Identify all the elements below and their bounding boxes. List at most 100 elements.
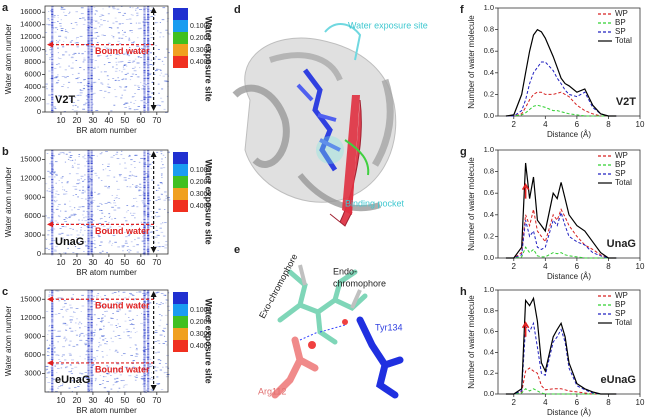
heatmap-cell: [47, 382, 51, 383]
x-tick-label: 2: [512, 398, 517, 407]
heatmap-cell: [123, 89, 127, 91]
heatmap-cell: [90, 175, 93, 177]
heatmap-cell: [95, 10, 97, 12]
heatmap-cell: [49, 388, 52, 390]
heatmap-cell: [147, 25, 150, 27]
heatmap-cell: [97, 234, 100, 236]
heatmap-cell: [154, 370, 157, 372]
heatmap-cell: [49, 173, 52, 174]
heatmap-cell: [143, 344, 146, 346]
heatmap-cell: [101, 152, 103, 154]
heatmap-cell: [129, 53, 133, 55]
heatmap-cell: [90, 151, 93, 153]
heatmap-cell: [65, 309, 67, 311]
heatmap-cell: [51, 382, 54, 384]
heatmap-cell: [144, 173, 148, 174]
heatmap-cell: [97, 78, 100, 80]
heatmap-cell: [143, 315, 146, 317]
heatmap-cell: [109, 317, 113, 319]
heatmap-cell: [90, 84, 93, 86]
heatmap-cell: [78, 206, 82, 208]
heatmap-cell: [136, 367, 139, 369]
heatmap-cell: [48, 188, 50, 189]
heatmap-cell: [89, 157, 93, 159]
heatmap-cell: [49, 10, 52, 12]
heatmap-cell: [126, 331, 130, 333]
heatmap-cell: [104, 298, 108, 299]
heatmap-cell: [82, 90, 84, 91]
heatmap-cell: [76, 237, 78, 238]
heatmap-cell: [155, 56, 158, 58]
heatmap-cell: [90, 250, 93, 252]
heatmap-cell: [147, 346, 150, 348]
heatmap-cell: [51, 238, 54, 240]
series-line: [505, 91, 617, 117]
heatmap-cell: [57, 63, 60, 65]
heatmap-cell: [145, 51, 148, 53]
heatmap-cell: [57, 297, 61, 299]
heatmap-cell: [163, 80, 167, 82]
annotation-arrow: [521, 183, 530, 199]
heatmap-cell: [147, 84, 150, 86]
heatmap-cell: [135, 291, 138, 293]
heatmap-cell: [130, 164, 133, 166]
heatmap-cell: [63, 11, 65, 13]
heatmap-cell: [87, 162, 90, 164]
heatmap-cell: [53, 172, 55, 174]
heatmap-cell: [100, 371, 104, 373]
heatmap-cell: [87, 309, 90, 311]
heatmap-cell: [51, 368, 54, 370]
heatmap-cell: [46, 339, 48, 341]
heatmap-cell: [143, 241, 146, 243]
heatmap-cell: [90, 318, 93, 320]
heatmap-cell: [140, 378, 144, 379]
heatmap-cell: [147, 20, 150, 22]
heatmap-cell: [147, 199, 150, 201]
heatmap-cell: [47, 170, 50, 172]
heatmap-cell: [143, 94, 146, 96]
heatmap-cell: [83, 69, 85, 71]
heatmap-cell: [129, 171, 132, 173]
heatmap-cell: [125, 65, 128, 67]
heatmap-cell: [48, 325, 50, 327]
heatmap-cell: [51, 156, 54, 158]
heatmap-cell: [100, 180, 103, 182]
heatmap-cell: [90, 186, 93, 188]
heatmap-cell: [90, 296, 93, 298]
heatmap-cell: [57, 221, 59, 223]
heatmap-cell: [106, 86, 110, 88]
heatmap-cell: [51, 226, 54, 228]
heatmap-cell: [55, 246, 58, 248]
heatmap-cell: [87, 290, 90, 292]
heatmap-cell: [164, 314, 168, 316]
heatmap-cell: [128, 235, 130, 237]
heatmap-cell: [134, 167, 136, 169]
heatmap-cell: [51, 290, 54, 292]
heatmap-cell: [51, 105, 54, 107]
heatmap-cell: [51, 241, 54, 243]
heatmap-cell: [143, 384, 146, 386]
heatmap-cell: [87, 161, 90, 163]
heatmap-cell: [51, 36, 54, 38]
heatmap-cell: [62, 46, 65, 48]
heatmap-cell: [147, 381, 150, 383]
heatmap-cell: [51, 82, 54, 84]
heatmap-cell: [87, 186, 90, 187]
heatmap-cell: [48, 330, 51, 332]
heatmap-cell: [81, 373, 84, 375]
heatmap-cell: [130, 14, 133, 15]
x-tick-label: 50: [120, 396, 129, 405]
heatmap-cell: [143, 158, 146, 160]
heatmap-cell: [49, 78, 52, 79]
heatmap-cell: [71, 391, 73, 392]
heatmap-cell: [115, 197, 118, 199]
heatmap-cell: [99, 218, 101, 220]
heatmap-cell: [135, 353, 138, 355]
heatmap-cell: [143, 209, 146, 211]
heatmap-cell: [102, 164, 104, 165]
heatmap-cell: [84, 325, 87, 327]
heatmap-cell: [87, 326, 90, 328]
heatmap-cell: [51, 365, 54, 367]
heatmap-cell: [144, 222, 148, 224]
heatmap-cell: [51, 151, 54, 153]
